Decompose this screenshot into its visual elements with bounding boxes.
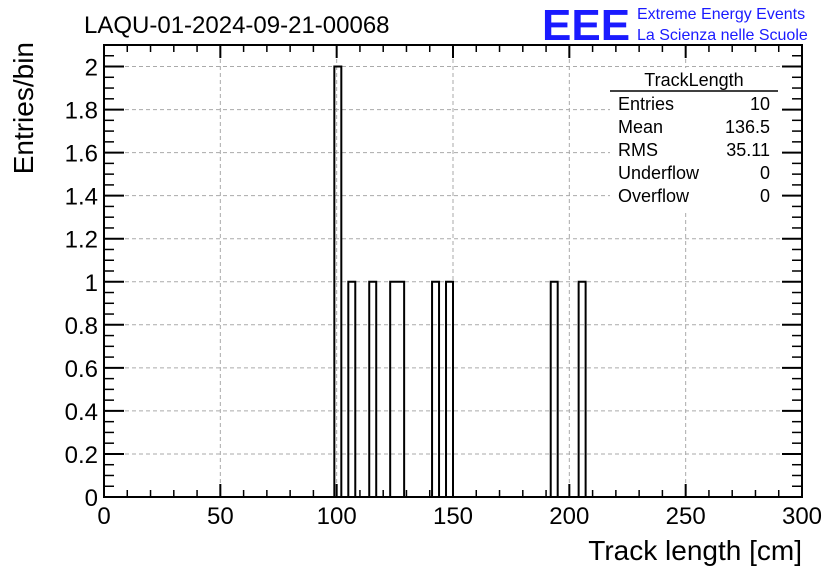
stats-title: TrackLength xyxy=(644,70,743,90)
y-tick-label: 0.8 xyxy=(65,313,98,340)
x-tick-label: 0 xyxy=(97,503,110,530)
stats-row-label: Overflow xyxy=(618,186,690,206)
y-tick-label: 0.6 xyxy=(65,356,98,383)
histogram-bar xyxy=(368,280,378,497)
logo-text: EEE xyxy=(542,1,630,50)
histogram-bar xyxy=(389,280,406,497)
stats-box: TrackLength Entries 10 Mean 136.5 RMS 35.11 Un… xyxy=(610,68,780,211)
x-tick-label: 200 xyxy=(549,503,589,530)
stats-row-label: Entries xyxy=(618,94,674,114)
x-tick-label: 300 xyxy=(782,503,822,530)
stats-rows: Entries 10 Mean 136.5 RMS 35.11 Underflow 0 Over… xyxy=(618,94,770,206)
x-tick-label: 250 xyxy=(666,503,706,530)
axis-ticks: 0 50 100 150 200 250 30000.20.40.60.811.21.41.… xyxy=(65,44,822,530)
stats-row-label: RMS xyxy=(618,140,658,160)
y-tick-label: 1 xyxy=(85,270,98,297)
x-axis-label: Track length [cm] xyxy=(588,535,802,566)
logo-line1: Extreme Energy Events xyxy=(637,6,805,23)
eee-logo: EEE Extreme Energy Events La Scienza nel… xyxy=(542,1,808,50)
stats-row-value: 35.11 xyxy=(726,140,770,160)
y-tick-label: 1.6 xyxy=(65,141,98,168)
stats-row-label: Underflow xyxy=(618,163,700,183)
stats-box-background xyxy=(610,68,780,211)
x-tick-label: 50 xyxy=(207,503,234,530)
logo-line2: La Scienza nelle Scuole xyxy=(637,27,808,44)
y-tick-label: 2 xyxy=(85,55,98,82)
chart-title: LAQU-01-2024-09-21-00068 xyxy=(84,12,390,39)
y-tick-label: 0.2 xyxy=(65,442,98,469)
y-tick-label: 1.8 xyxy=(65,98,98,125)
stats-row-label: Mean xyxy=(618,117,663,137)
plot-frame xyxy=(103,44,803,498)
y-tick-label: 0 xyxy=(85,485,98,512)
histogram-bar xyxy=(347,280,357,497)
stats-row-value: 136.5 xyxy=(725,117,770,137)
histogram-bar xyxy=(445,280,454,497)
x-tick-label: 150 xyxy=(433,503,473,530)
stats-row-value: 0 xyxy=(760,163,770,183)
histogram-bar xyxy=(549,280,559,497)
histogram-bars xyxy=(333,65,587,497)
histogram-bar xyxy=(431,280,441,497)
stats-row-value: 10 xyxy=(750,94,770,114)
y-axis-label: Entries/bin xyxy=(8,42,39,174)
stats-row-value: 0 xyxy=(760,186,770,206)
x-tick-label: 100 xyxy=(317,503,357,530)
histogram-bar xyxy=(577,280,587,497)
histogram-bar xyxy=(333,65,343,497)
y-tick-label: 1.4 xyxy=(65,184,98,211)
y-tick-label: 0.4 xyxy=(65,399,98,426)
y-tick-label: 1.2 xyxy=(65,227,98,254)
